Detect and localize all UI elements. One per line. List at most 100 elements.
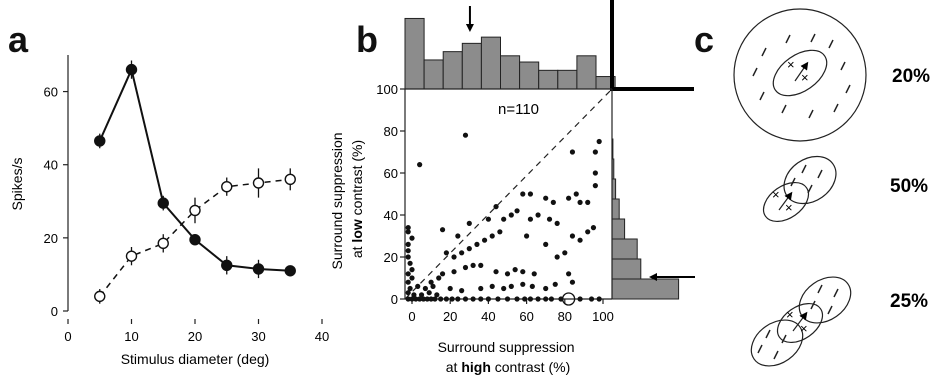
x-tick-label: 40 <box>315 329 329 344</box>
scatter-point <box>409 267 415 273</box>
scatter-point <box>566 271 572 277</box>
panel-b-xlabel: Surround suppression at high contrast (%… <box>438 339 579 375</box>
panel-b-top-histogram <box>404 0 694 91</box>
scatter-point <box>478 296 484 302</box>
scatter-point <box>411 292 417 298</box>
panel-b-ylabel-line2: at low contrast (%) <box>349 140 365 258</box>
scatter-point <box>409 275 415 281</box>
scatter-point <box>462 132 469 138</box>
scatter-point <box>417 162 423 168</box>
scatter-point <box>417 296 423 302</box>
data-point-open <box>221 180 233 193</box>
scatter-point <box>588 296 595 302</box>
panel-a-chart: 0 20 40 60 0 10 20 30 40 Spikes/s Stimulus diame… <box>9 55 329 367</box>
scatter-point <box>405 271 411 277</box>
diagram-row-2: × × 50% <box>762 155 928 223</box>
scatter-point <box>577 296 583 302</box>
scatter-point <box>531 271 537 277</box>
histogram-bar <box>423 59 444 90</box>
scatter-point <box>504 296 511 302</box>
scatter-point <box>573 191 579 197</box>
histogram-bar <box>442 51 463 90</box>
scatter-point <box>493 269 499 275</box>
scatter-point <box>550 199 556 205</box>
scatter-point <box>466 246 472 252</box>
scatter-point <box>459 250 465 256</box>
scatter-point <box>432 296 438 302</box>
panel-a-ylabel: Spikes/s <box>9 158 25 211</box>
scatter-point <box>577 199 583 205</box>
scatter-point <box>405 229 411 235</box>
scatter-point <box>577 237 583 243</box>
scatter-point <box>439 227 446 233</box>
panel-b-annotation: n=110 <box>498 101 539 118</box>
scatter-point <box>478 285 484 292</box>
panel-b-ylabel-bold: low <box>349 219 365 242</box>
y-tick-label: 40 <box>44 158 58 173</box>
scatter-point <box>546 216 553 222</box>
center-ellipse <box>776 302 824 344</box>
data-point-open <box>157 237 169 250</box>
scatter-point <box>418 292 425 298</box>
histogram-bar <box>611 198 620 220</box>
scatter-point <box>455 233 461 239</box>
scatter-point <box>449 296 455 302</box>
scatter-point <box>590 225 597 231</box>
histogram-bar <box>404 17 425 90</box>
panel-label-b: b <box>356 19 378 60</box>
scatter-point <box>462 296 469 302</box>
cross-mark: × <box>772 187 780 202</box>
scatter-point <box>424 296 430 302</box>
y-tick-label: 20 <box>384 250 398 265</box>
data-point-open <box>189 204 201 217</box>
scatter-point <box>489 233 495 239</box>
scatter-point <box>569 279 576 285</box>
panel-b-scatter-points <box>405 132 602 306</box>
y-tick-label: 60 <box>384 166 398 181</box>
scatter-point <box>493 204 499 210</box>
scatter-point <box>409 296 415 302</box>
scatter-point <box>596 296 602 302</box>
cross-mark: × <box>786 307 794 322</box>
histogram-bar <box>611 278 680 300</box>
x-tick-label: 100 <box>592 309 614 324</box>
scatter-point <box>459 288 465 294</box>
scatter-point <box>543 285 549 292</box>
scatter-point <box>436 275 442 281</box>
percentage-label-2: 50% <box>890 176 928 197</box>
histogram-bar <box>519 61 540 90</box>
scatter-point <box>569 233 576 239</box>
scatter-point <box>466 220 472 226</box>
scatter-point <box>527 216 534 222</box>
scatter-point <box>409 235 415 241</box>
panel-a-xlabel: Stimulus diameter (deg) <box>121 351 270 367</box>
y-tick-label: 0 <box>51 304 58 319</box>
scatter-point <box>405 225 411 231</box>
scatter-point <box>562 250 568 256</box>
scatter-point <box>501 216 507 222</box>
panel-b-chart: 0 20 40 60 80 100 0 20 40 60 80 100 n=110 Surround … <box>329 0 695 375</box>
scatter-point <box>462 264 469 271</box>
scatter-point <box>405 290 411 296</box>
scatter-point <box>501 285 507 292</box>
percentage-label-3: 25% <box>890 291 928 312</box>
scatter-point <box>415 283 421 289</box>
histogram-bar <box>500 55 521 90</box>
data-point-filled <box>125 63 138 76</box>
x-tick-label: 20 <box>188 329 202 344</box>
data-point-filled <box>252 263 265 275</box>
scatter-point <box>592 149 598 155</box>
scatter-point <box>426 290 432 296</box>
scatter-point <box>405 248 411 254</box>
scatter-point <box>478 262 484 268</box>
scatter-point <box>451 254 457 260</box>
panel-label-a: a <box>8 19 29 60</box>
scatter-point <box>527 296 534 302</box>
scatter-point <box>585 199 591 205</box>
scatter-point <box>485 296 491 302</box>
panel-b-ylabel-line1: Surround suppression <box>329 132 345 269</box>
histogram-bar <box>480 36 501 90</box>
scatter-point <box>552 281 558 287</box>
scatter-point <box>428 279 434 285</box>
orientation-tick-marks <box>790 164 823 194</box>
